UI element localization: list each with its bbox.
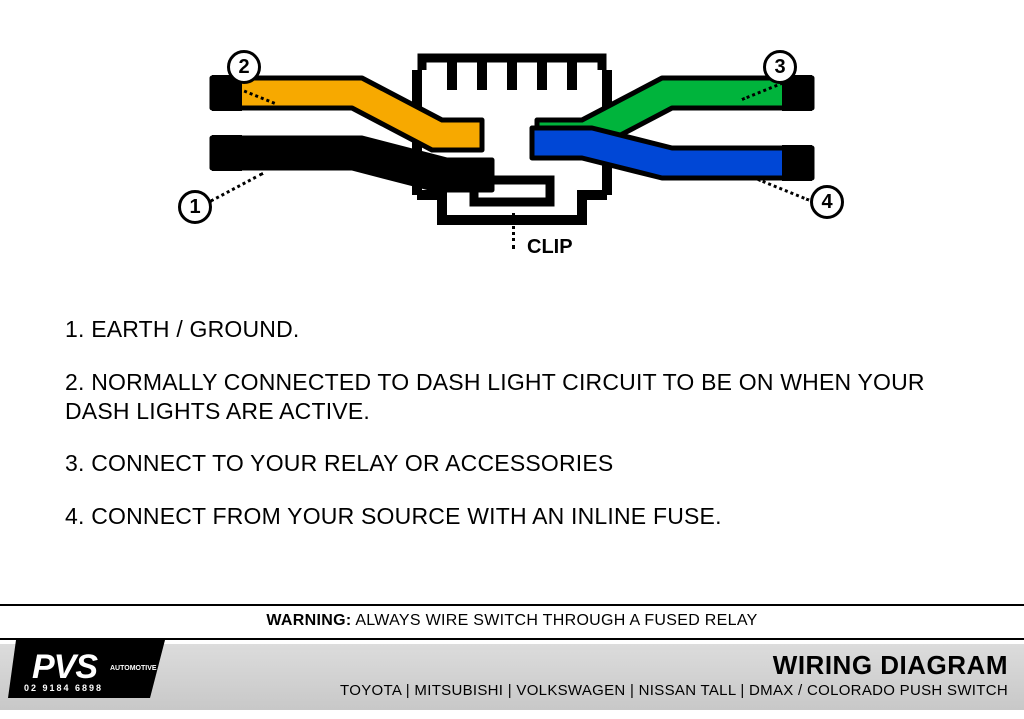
callout-3: 3 — [763, 50, 797, 84]
wire-4 — [532, 128, 812, 181]
brand-logo: PVS AUTOMOTIVE 02 9184 6898 — [8, 638, 173, 710]
footer: PVS AUTOMOTIVE 02 9184 6898 WIRING DIAGR… — [0, 644, 1024, 710]
wiring-diagram: 2 1 3 4 CLIP — [0, 50, 1024, 300]
callout-4: 4 — [810, 185, 844, 219]
leader-clip — [512, 213, 515, 249]
instruction-3: 3. CONNECT TO YOUR RELAY OR ACCESSORIES — [65, 449, 959, 478]
callout-2: 2 — [227, 50, 261, 84]
warning-prefix: WARNING: — [266, 612, 351, 629]
instructions-list: 1. EARTH / GROUND. 2. NORMALLY CONNECTED… — [65, 315, 959, 555]
footer-subtitle: TOYOTA | MITSUBISHI | VOLKSWAGEN | NISSA… — [340, 682, 1008, 699]
divider-top — [0, 604, 1024, 606]
clip-label: CLIP — [527, 236, 573, 259]
instruction-4: 4. CONNECT FROM YOUR SOURCE WITH AN INLI… — [65, 502, 959, 531]
footer-title: WIRING DIAGRAM — [773, 650, 1008, 681]
logo-phone: 02 9184 6898 — [24, 683, 103, 693]
instruction-2: 2. NORMALLY CONNECTED TO DASH LIGHT CIRC… — [65, 368, 959, 426]
logo-text: PVS — [32, 648, 98, 686]
instruction-1: 1. EARTH / GROUND. — [65, 315, 959, 344]
warning-row: WARNING: ALWAYS WIRE SWITCH THROUGH A FU… — [0, 612, 1024, 630]
callout-1: 1 — [178, 190, 212, 224]
logo-sub: AUTOMOTIVE — [110, 665, 157, 672]
warning-text: ALWAYS WIRE SWITCH THROUGH A FUSED RELAY — [351, 612, 757, 629]
